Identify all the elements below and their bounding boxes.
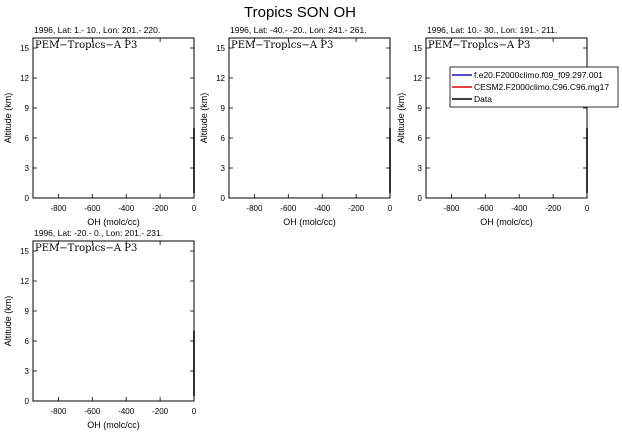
panel-title: 1996, Lat: 1.- 10., Lon: 201.- 220. (34, 25, 160, 35)
y-tick-label: 0 (25, 397, 30, 406)
x-tick-label: -800 (246, 204, 263, 213)
x-tick-label: 0 (192, 407, 197, 416)
y-tick-label: 15 (413, 44, 422, 53)
y-tick-label: 0 (221, 194, 226, 203)
x-tick-label: 0 (192, 204, 197, 213)
y-tick-label: 3 (25, 367, 30, 376)
y-tick-label: 15 (20, 44, 29, 53)
y-axis-label: Altitude (km) (396, 93, 406, 144)
x-axis-label: OH (molc/cc) (283, 217, 336, 227)
x-axis-label: OH (molc/cc) (87, 217, 140, 227)
y-axis-label: Altitude (km) (3, 93, 13, 144)
panel-annotation: PEM−Tropics−A P3 (35, 40, 137, 51)
x-tick-label: 0 (585, 204, 590, 213)
y-tick-label: 0 (25, 194, 30, 203)
y-tick-label: 15 (20, 247, 29, 256)
y-tick-label: 9 (25, 307, 30, 316)
plot-frame (425, 37, 588, 199)
x-axis-label: OH (molc/cc) (480, 217, 533, 227)
plot-frame (32, 240, 195, 402)
x-tick-label: -400 (511, 204, 528, 213)
figure-title: Tropics SON OH (244, 4, 356, 21)
legend: f.e20.F2000climo.f09_f09.297.001 CESM2.F2… (449, 66, 619, 108)
y-tick-label: 12 (20, 74, 29, 83)
legend-box (449, 66, 619, 108)
x-axis-label: OH (molc/cc) (87, 420, 140, 430)
x-tick-label: -400 (118, 407, 135, 416)
panel-4: 1996, Lat: -20.- 0., Lon: 201.- 231. PEM−… (3, 228, 197, 430)
x-tick-label: -400 (118, 204, 135, 213)
y-tick-label: 6 (25, 134, 30, 143)
x-tick-label: -200 (152, 407, 169, 416)
legend-label: CESM2.F2000climo.C96.C96.mg17 (474, 82, 609, 92)
y-tick-label: 3 (221, 164, 226, 173)
y-tick-label: 6 (418, 134, 423, 143)
y-tick-label: 12 (413, 74, 422, 83)
x-tick-label: -800 (443, 204, 460, 213)
y-tick-label: 9 (25, 104, 30, 113)
panel-annotation: PEM−Tropics−A P3 (35, 243, 137, 254)
y-tick-label: 6 (25, 337, 30, 346)
y-tick-label: 15 (216, 44, 225, 53)
x-tick-label: -200 (545, 204, 562, 213)
y-axis-label: Altitude (km) (199, 93, 209, 144)
x-tick-label: -600 (84, 407, 101, 416)
y-tick-label: 3 (418, 164, 423, 173)
x-tick-label: -800 (50, 407, 67, 416)
legend-label: Data (474, 94, 492, 104)
x-tick-label: -600 (280, 204, 297, 213)
y-tick-label: 3 (25, 164, 30, 173)
y-tick-label: 12 (20, 277, 29, 286)
y-tick-label: 9 (418, 104, 423, 113)
x-tick-label: -600 (84, 204, 101, 213)
y-axis-label: Altitude (km) (3, 296, 13, 347)
plot-frame (32, 37, 195, 199)
x-tick-label: -200 (152, 204, 169, 213)
x-tick-label: -800 (50, 204, 67, 213)
y-tick-label: 6 (221, 134, 226, 143)
x-tick-label: 0 (388, 204, 393, 213)
panel-2: 1996, Lat: -40.- -20., Lon: 241.- 261. PE… (199, 25, 393, 227)
x-tick-label: -400 (314, 204, 331, 213)
plot-frame (228, 37, 391, 199)
x-tick-label: -600 (477, 204, 494, 213)
panel-annotation: PEM−Tropics−A P3 (231, 40, 333, 51)
panel-title: 1996, Lat: 10.- 30., Lon: 191.- 211. (427, 25, 557, 35)
panel-title: 1996, Lat: -40.- -20., Lon: 241.- 261. (230, 25, 367, 35)
y-tick-label: 0 (418, 194, 423, 203)
y-tick-label: 12 (216, 74, 225, 83)
panel-1: 1996, Lat: 1.- 10., Lon: 201.- 220. PEM−T… (3, 25, 197, 227)
y-tick-label: 9 (221, 104, 226, 113)
panels: 1996, Lat: 1.- 10., Lon: 201.- 220. PEM−T… (3, 25, 590, 430)
legend-label: f.e20.F2000climo.f09_f09.297.001 (474, 70, 603, 80)
panel-annotation: PEM−Tropics−A P3 (428, 40, 530, 51)
panel-title: 1996, Lat: -20.- 0., Lon: 201.- 231. (34, 228, 163, 238)
x-tick-label: -200 (348, 204, 365, 213)
panel-3: 1996, Lat: 10.- 30., Lon: 191.- 211. PEM−… (396, 25, 590, 227)
